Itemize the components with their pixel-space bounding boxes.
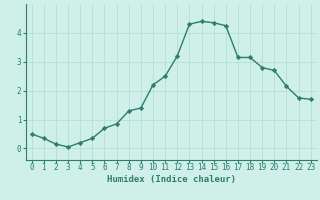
- X-axis label: Humidex (Indice chaleur): Humidex (Indice chaleur): [107, 175, 236, 184]
